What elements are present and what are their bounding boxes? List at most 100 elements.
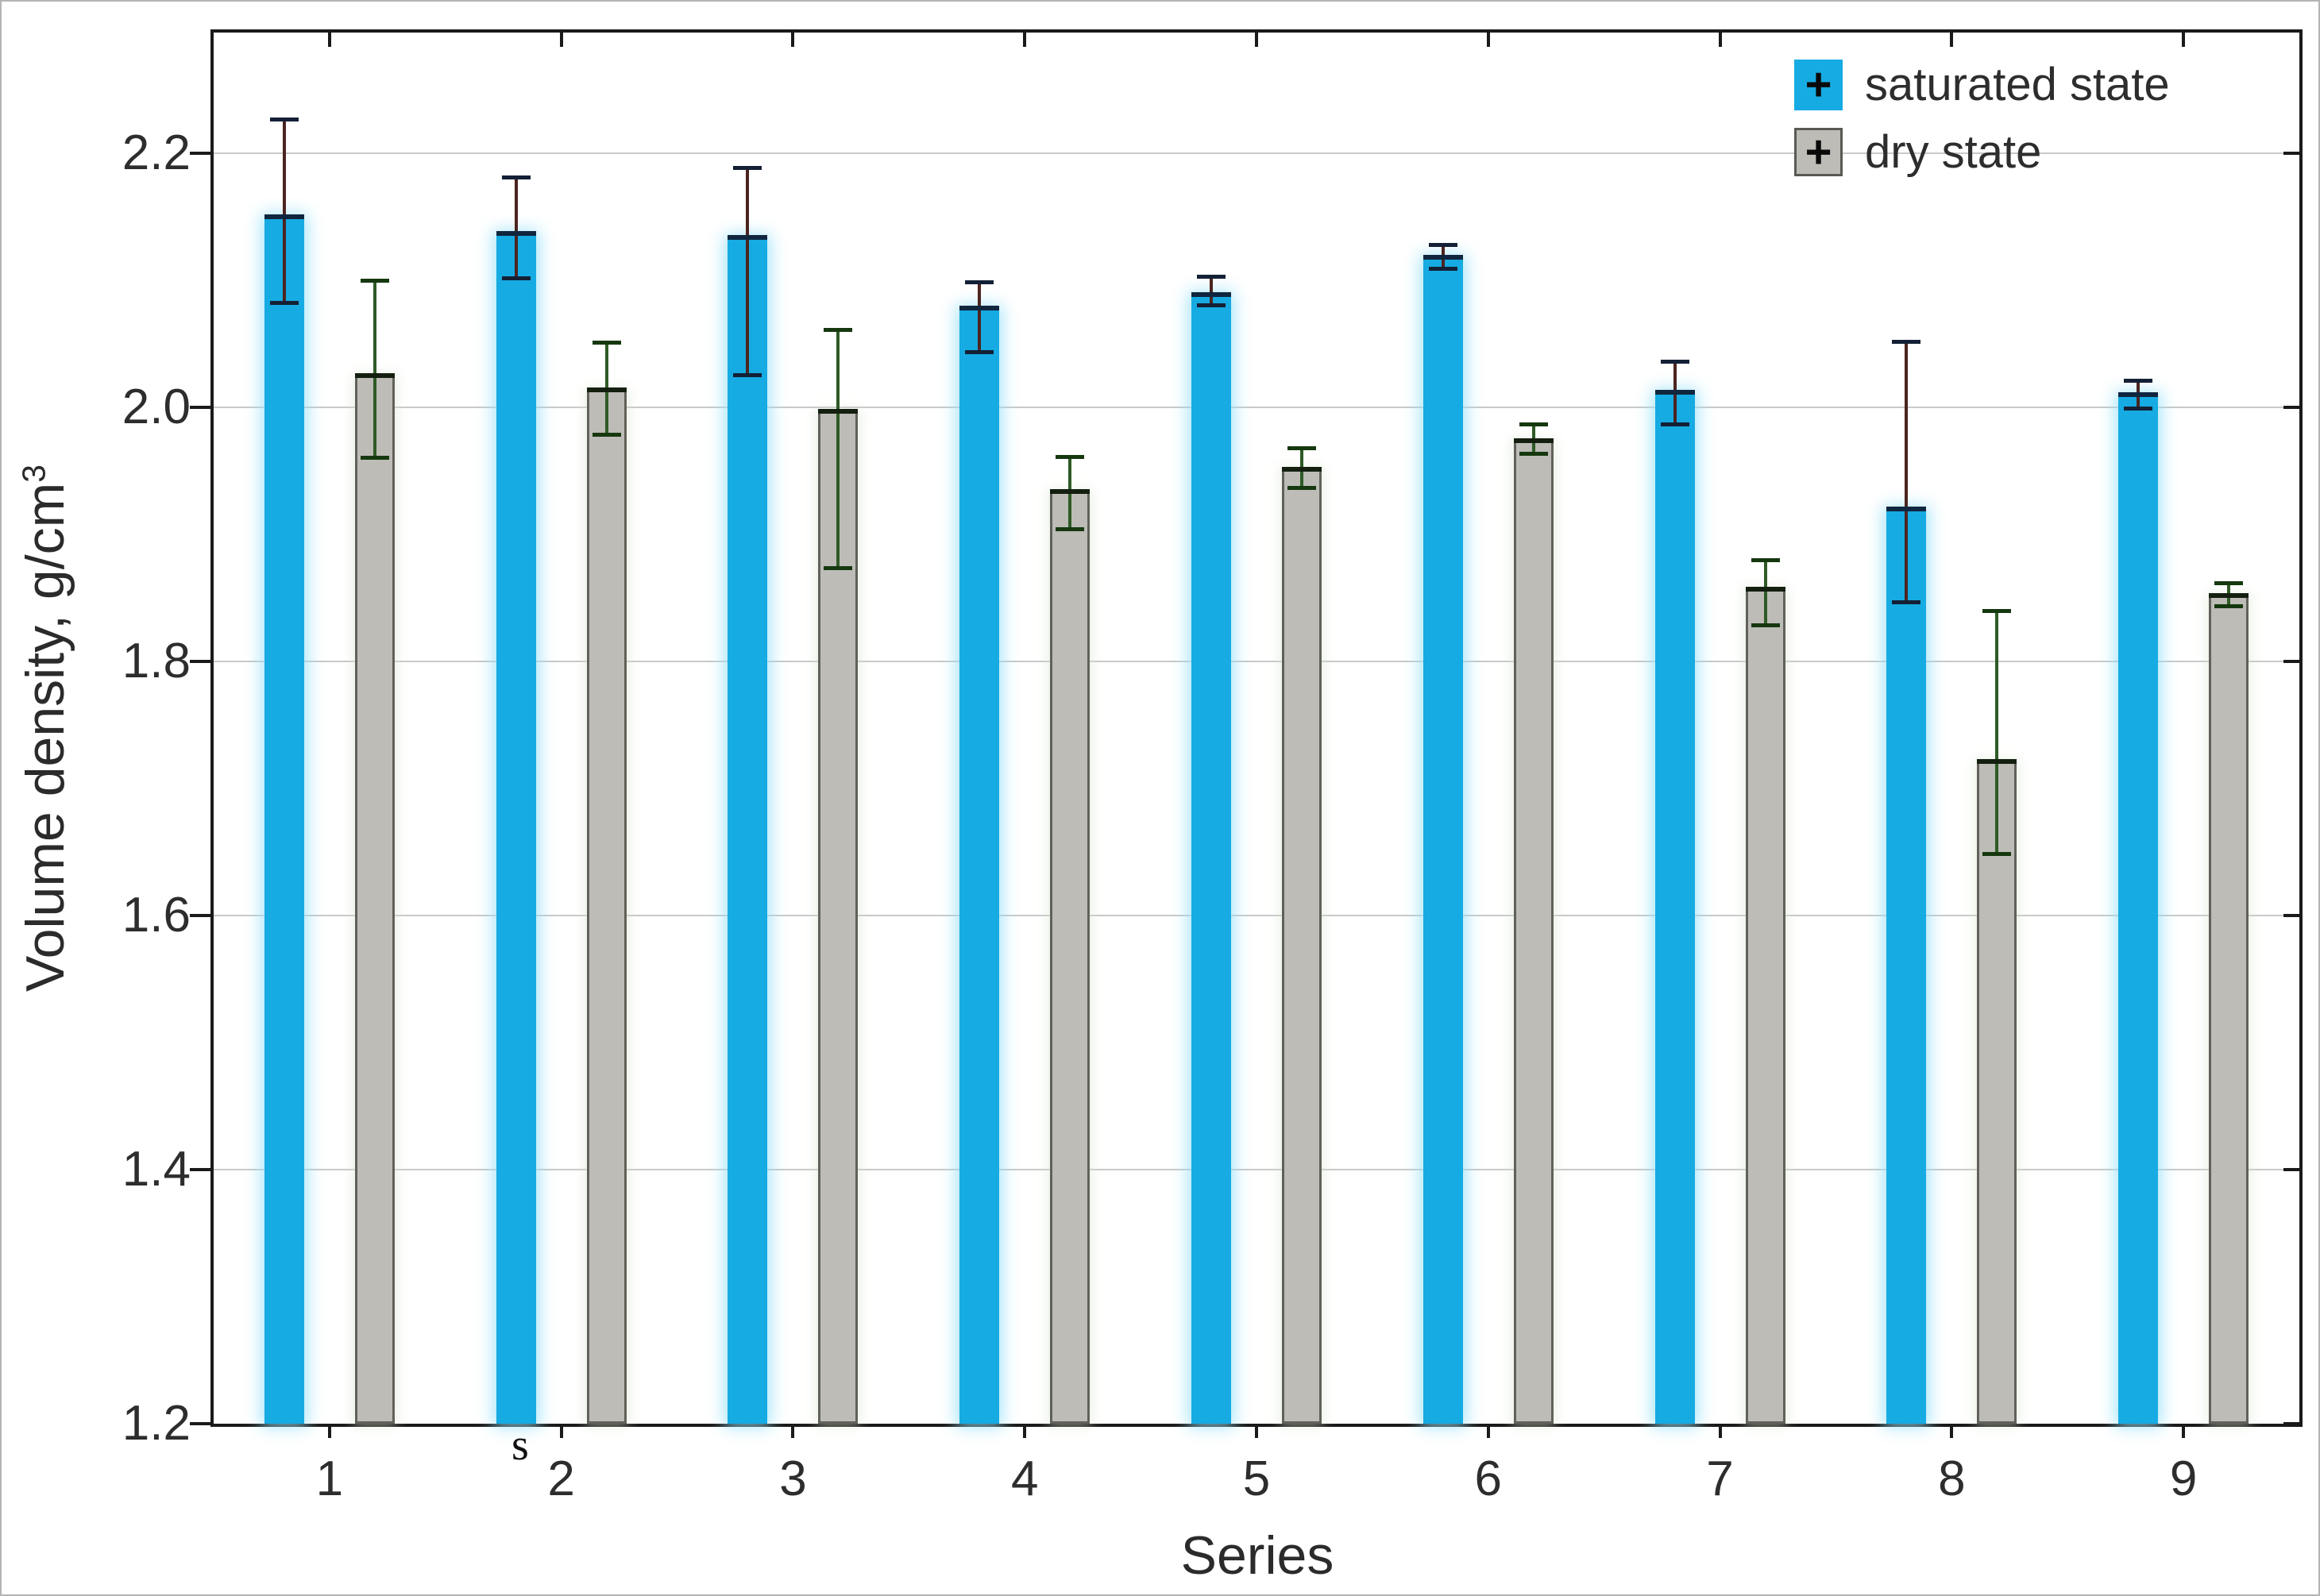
error-cap-top (1287, 446, 1316, 451)
error-cap-top (1892, 339, 1921, 344)
y-tick-right (2283, 152, 2299, 155)
error-cap-bottom (1197, 303, 1226, 307)
x-tick-top (327, 33, 331, 47)
x-tick-top (1255, 33, 1258, 47)
error-mean-line (1745, 586, 1785, 592)
error-cap-top (501, 175, 531, 180)
error-cap-bottom (269, 300, 299, 305)
error-cap-bottom (501, 276, 531, 281)
legend: + saturated state + dry state (1794, 58, 2170, 193)
x-tick-label-9: 9 (2169, 1451, 2198, 1506)
error-mean-line (264, 214, 304, 219)
x-tick-bottom (1023, 1427, 1027, 1438)
bar-saturated-1 (264, 217, 304, 1424)
bar-saturated-8 (1886, 509, 1927, 1424)
error-cap-top (1197, 275, 1226, 279)
bar-dry-5 (1282, 469, 1322, 1424)
error-cap-bottom (1519, 452, 1548, 457)
error-cap-bottom (360, 456, 389, 460)
error-mean-line (1977, 759, 2017, 765)
x-tick-bottom (1486, 1427, 1490, 1438)
x-tick-label-3: 3 (779, 1451, 807, 1506)
y-tick-label-2.0: 2.0 (122, 380, 191, 434)
x-tick-bottom (1718, 1427, 1722, 1438)
y-tick-left (190, 406, 210, 409)
error-cap-bottom (2124, 406, 2153, 411)
error-whisker (373, 280, 376, 458)
error-mean-line (2118, 392, 2159, 397)
x-tick-top (1718, 33, 1722, 47)
error-cap-bottom (1056, 526, 1085, 531)
y-tick-right (2283, 1422, 2299, 1425)
x-tick-bottom (559, 1427, 563, 1438)
error-cap-top (592, 341, 621, 345)
y-tick-left (190, 152, 210, 155)
error-cap-top (360, 279, 389, 283)
bar-saturated-9 (2118, 395, 2159, 1424)
bar-dry-1 (354, 376, 395, 1424)
error-mean-line (1191, 291, 1231, 297)
error-whisker (836, 330, 840, 569)
x-tick-top (791, 33, 795, 47)
error-mean-line (496, 230, 536, 236)
gridline-2.2 (214, 152, 2299, 154)
bar-saturated-7 (1654, 391, 1695, 1424)
x-tick-label-1: 1 (315, 1451, 344, 1506)
error-mean-line (1886, 507, 1927, 511)
gridline-1.8 (214, 661, 2299, 662)
bar-dry-9 (2209, 595, 2249, 1424)
x-tick-top (2182, 33, 2186, 47)
error-cap-top (2124, 379, 2153, 384)
gridline-2.0 (214, 407, 2299, 408)
error-cap-bottom (1982, 852, 2012, 857)
error-mean-line (1422, 255, 1463, 260)
gridline-1.4 (214, 1169, 2299, 1170)
y-tick-label-1.2: 1.2 (122, 1396, 191, 1451)
error-cap-top (1056, 455, 1085, 460)
x-tick-label-7: 7 (1706, 1451, 1734, 1506)
y-tick-left (190, 914, 210, 917)
legend-label-dry: dry state (1865, 126, 2042, 178)
error-cap-bottom (592, 433, 621, 438)
error-cap-top (733, 165, 762, 170)
error-mean-line (818, 408, 859, 414)
bar-saturated-2 (496, 233, 536, 1424)
gridline-1.6 (214, 915, 2299, 916)
error-cap-top (1428, 243, 1457, 248)
error-cap-top (1519, 422, 1548, 426)
error-whisker (1210, 276, 1213, 306)
x-tick-top (1486, 33, 1490, 47)
x-tick-label-6: 6 (1474, 1451, 1502, 1506)
y-tick-right (2283, 660, 2299, 663)
error-mean-line (2209, 592, 2249, 598)
x-tick-label-4: 4 (1010, 1451, 1039, 1506)
error-whisker (746, 167, 750, 376)
error-cap-bottom (2214, 604, 2244, 609)
x-tick-top (559, 33, 563, 47)
bar-dry-3 (818, 411, 859, 1424)
bar-dry-6 (1513, 440, 1554, 1424)
error-cap-top (2214, 580, 2244, 585)
bar-saturated-4 (959, 308, 1000, 1424)
x-tick-bottom (1950, 1427, 1954, 1438)
saturated-state-swatch: + (1794, 59, 1843, 110)
error-mean-line (1050, 488, 1091, 494)
bar-dry-8 (1977, 761, 2017, 1424)
error-cap-bottom (1287, 486, 1316, 491)
error-whisker (1763, 560, 1767, 626)
error-cap-bottom (824, 566, 853, 571)
error-whisker (282, 118, 286, 303)
y-tick-left (190, 660, 210, 663)
y-tick-left (190, 1168, 210, 1171)
x-tick-bottom (327, 1427, 331, 1438)
error-mean-line (354, 373, 395, 378)
bar-saturated-6 (1422, 257, 1463, 1424)
error-mean-line (1513, 438, 1554, 443)
error-mean-line (1654, 389, 1695, 395)
y-tick-label-1.4: 1.4 (122, 1142, 191, 1197)
bar-dry-7 (1745, 588, 1785, 1424)
y-axis-title: Volume density, g/cm3 (15, 465, 75, 992)
error-whisker (514, 177, 518, 279)
error-cap-top (1982, 609, 2012, 613)
